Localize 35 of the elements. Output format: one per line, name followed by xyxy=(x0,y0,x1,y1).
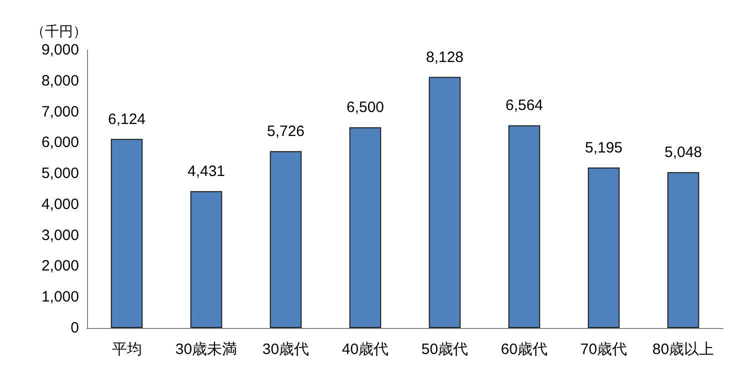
bar xyxy=(667,172,700,328)
y-tick-label: 4,000 xyxy=(41,196,79,213)
x-tick-label: 40歳代 xyxy=(342,341,389,358)
x-tick-label: 30歳代 xyxy=(262,341,310,358)
bar xyxy=(428,76,461,328)
y-tick-label: 3,000 xyxy=(41,226,79,244)
data-label: 4,431 xyxy=(187,163,226,180)
x-tick-label: 60歳代 xyxy=(500,341,548,358)
y-tick-label: 7,000 xyxy=(41,103,79,120)
data-label: 5,048 xyxy=(664,144,702,162)
data-label: 8,128 xyxy=(426,48,464,66)
bar xyxy=(110,138,143,328)
x-tick-label: 平均 xyxy=(112,341,142,358)
bar xyxy=(270,151,302,328)
bar xyxy=(349,127,382,328)
data-label: 6,564 xyxy=(505,97,544,114)
bar xyxy=(588,168,620,328)
y-tick-label: 8,000 xyxy=(41,72,79,90)
y-tick-label: 5,000 xyxy=(41,165,79,182)
y-axis-title: （千円） xyxy=(31,23,87,39)
data-label: 6,500 xyxy=(346,99,384,116)
data-label: 6,124 xyxy=(108,110,146,128)
y-tick-label: 0 xyxy=(70,320,79,336)
bar xyxy=(508,125,540,328)
x-tick-label: 30歳未満 xyxy=(175,341,238,358)
y-tick-label: 6,000 xyxy=(41,134,79,152)
x-tick-label: 80歳以上 xyxy=(652,341,714,358)
bar xyxy=(190,191,222,328)
y-tick-label: 1,000 xyxy=(41,288,79,306)
data-label: 5,726 xyxy=(266,123,305,140)
x-tick-label: 70歳代 xyxy=(580,341,628,358)
y-tick-label: 9,000 xyxy=(41,42,79,58)
y-tick-label: 2,000 xyxy=(41,258,79,275)
data-label: 5,195 xyxy=(584,140,623,157)
x-tick-label: 50歳代 xyxy=(421,341,468,358)
